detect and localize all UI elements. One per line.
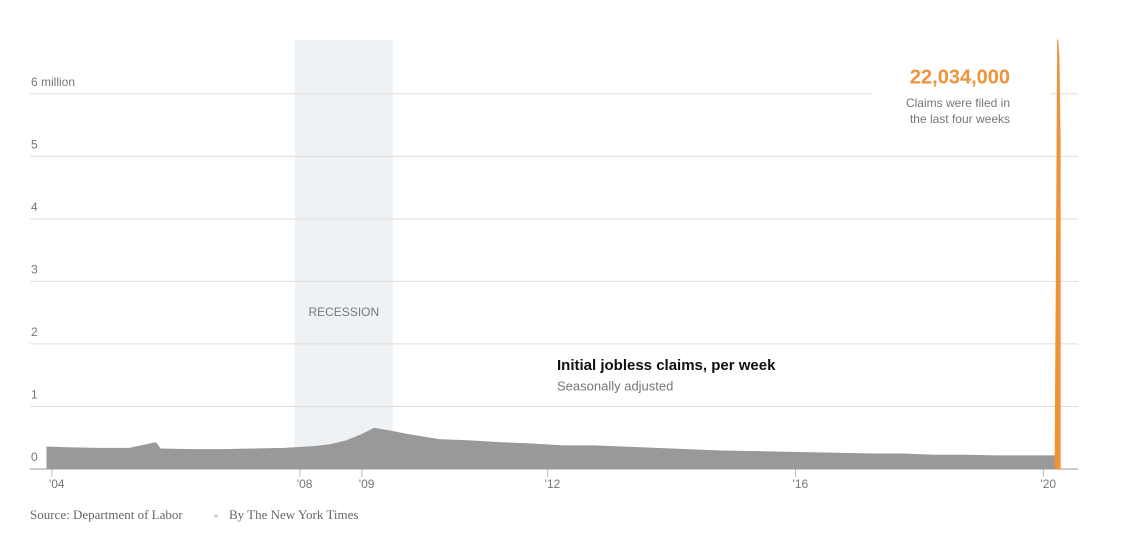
x-tick-label: '16	[793, 477, 809, 491]
annotation-value: 22,034,000	[910, 66, 1010, 88]
area	[46, 427, 1056, 470]
chart-title: Initial jobless claims, per week	[557, 357, 776, 374]
y-tick-label: 4	[31, 200, 38, 214]
background: RECESSION	[294, 40, 393, 469]
x-tick-label: '09	[359, 477, 375, 491]
y-tick-label: 6 million	[31, 75, 75, 89]
credit: By The New York Times	[229, 507, 358, 522]
labels: Initial jobless claims, per week Seasona…	[30, 60, 1056, 522]
grid	[30, 93, 1078, 477]
annotation-text: Claims were filed in	[906, 96, 1010, 110]
annotation-text: the last four weeks	[910, 112, 1010, 126]
x-tick-label: '12	[545, 477, 561, 491]
annotation-backdrop	[872, 60, 1050, 132]
recession-band	[294, 40, 393, 469]
x-tick-label: '20	[1040, 477, 1056, 491]
x-tick-label: '04	[49, 477, 65, 491]
y-tick-label: 5	[31, 137, 38, 151]
recession-label: RECESSION	[308, 305, 379, 319]
y-tick-label: 3	[31, 263, 38, 277]
y-tick-label: 2	[31, 325, 38, 339]
y-tick-label: 0	[31, 450, 38, 464]
x-tick-label: '08	[297, 477, 313, 491]
area	[1054, 39, 1061, 470]
chart-subtitle: Seasonally adjusted	[557, 378, 673, 393]
y-tick-label: 1	[31, 388, 38, 402]
marks	[46, 39, 1061, 470]
source: Source: Department of Labor	[30, 507, 183, 522]
separator	[214, 514, 218, 518]
